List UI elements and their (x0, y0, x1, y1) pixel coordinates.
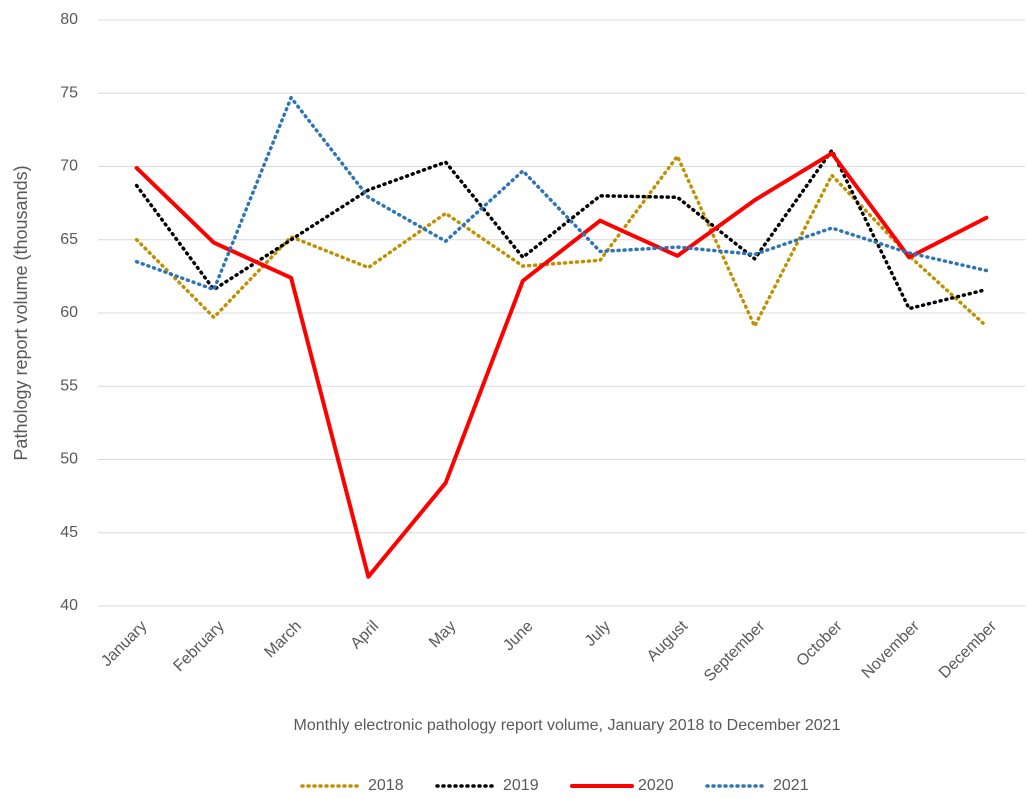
x-tick-label: February (170, 618, 227, 675)
series-line (134, 154, 989, 328)
x-tick-label: December (936, 617, 1001, 682)
legend-label: 2020 (638, 777, 674, 794)
x-axis-label: Monthly electronic pathology report volu… (294, 717, 841, 734)
x-tick-label: June (500, 618, 537, 655)
x-tick-label: January (98, 618, 150, 670)
series-line (134, 148, 989, 311)
legend-label: 2018 (368, 777, 404, 794)
y-axis-label: Pathology report volume (thousands) (11, 165, 31, 460)
legend-label: 2019 (503, 777, 539, 794)
x-tick-label: May (426, 618, 459, 651)
series-line (134, 95, 989, 292)
x-tick-label: April (348, 618, 383, 653)
y-tick-label: 50 (60, 451, 78, 468)
x-tick-label: July (582, 618, 614, 650)
y-tick-label: 65 (60, 231, 78, 248)
y-tick-label: 60 (60, 304, 78, 321)
x-tick-label: August (644, 617, 692, 665)
x-tick-label: November (859, 617, 924, 682)
series-line (134, 151, 989, 579)
y-tick-label: 55 (60, 377, 78, 394)
x-tick-label: March (261, 618, 304, 661)
x-tick-label: October (793, 617, 846, 670)
y-tick-label: 70 (60, 158, 78, 175)
y-tick-label: 75 (60, 84, 78, 101)
legend-label: 2021 (773, 777, 809, 794)
x-tick-label: September (701, 617, 769, 685)
y-tick-label: 45 (60, 524, 78, 541)
y-tick-label: 80 (60, 11, 78, 28)
y-tick-label: 40 (60, 597, 78, 614)
